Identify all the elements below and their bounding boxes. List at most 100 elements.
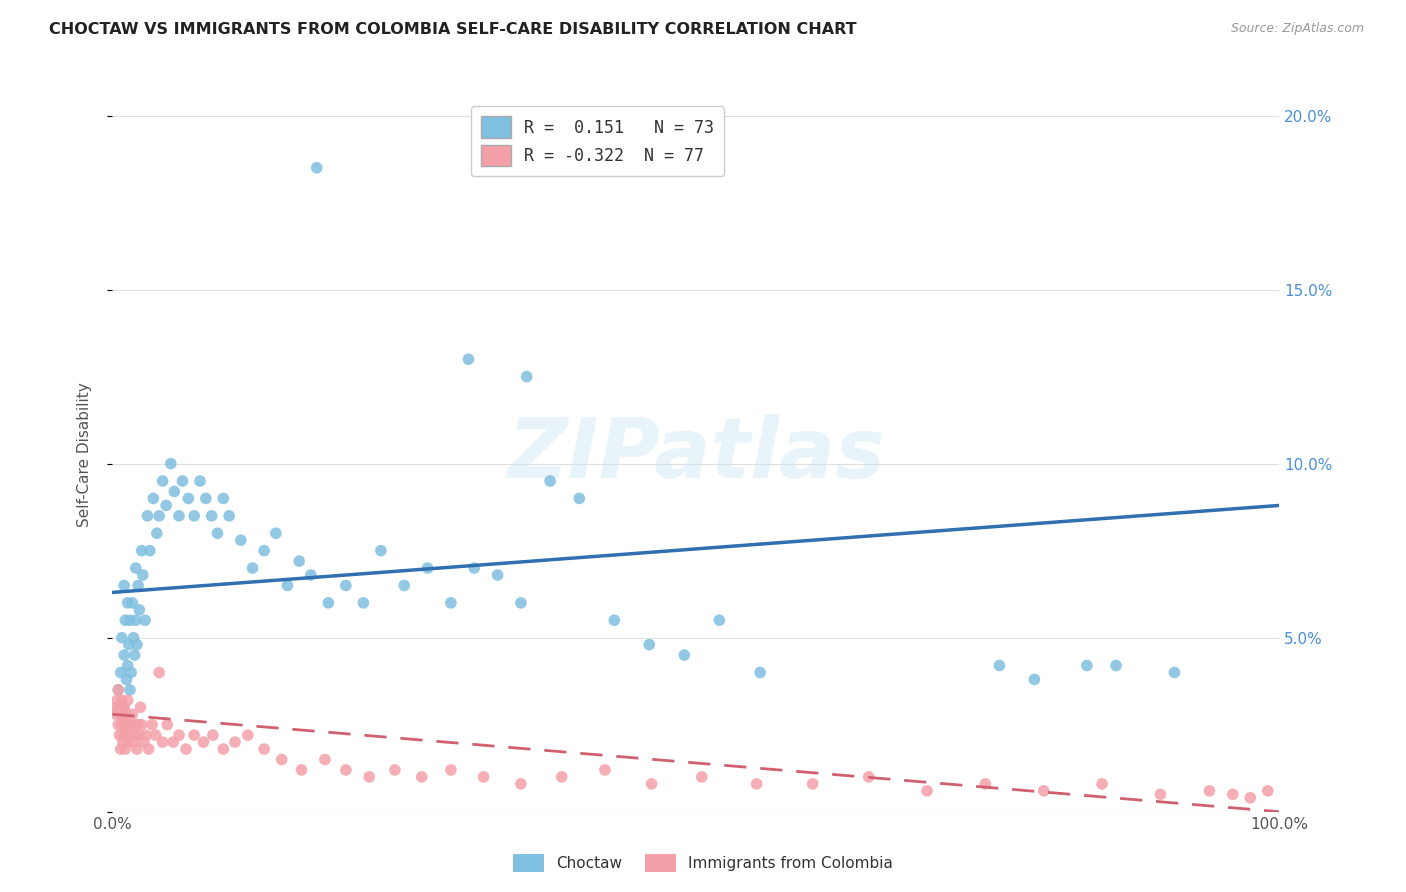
Point [107, 717, 129, 731]
Point [112, 648, 135, 662]
Point [1024, 673, 1046, 687]
Point [457, 352, 479, 367]
Point [335, 578, 357, 592]
Point [121, 707, 143, 722]
Point [974, 777, 997, 791]
Point [111, 717, 134, 731]
Point [155, 499, 177, 513]
Point [104, 707, 127, 722]
Point [115, 673, 138, 687]
Point [163, 484, 186, 499]
Point [111, 707, 134, 722]
Point [174, 742, 197, 756]
Point [745, 777, 768, 791]
Legend: Choctaw, Immigrants from Colombia: Choctaw, Immigrants from Colombia [506, 846, 900, 880]
Point [125, 638, 148, 652]
Point [988, 658, 1011, 673]
Point [122, 631, 145, 645]
Point [472, 770, 495, 784]
Point [290, 763, 312, 777]
Point [242, 561, 264, 575]
Point [486, 568, 509, 582]
Point [125, 742, 148, 756]
Point [201, 728, 224, 742]
Point [673, 648, 696, 662]
Point [111, 631, 134, 645]
Point [142, 491, 165, 506]
Point [359, 770, 381, 784]
Point [207, 526, 229, 541]
Point [128, 603, 150, 617]
Point [253, 742, 276, 756]
Point [288, 554, 311, 568]
Point [1105, 658, 1128, 673]
Point [1076, 658, 1098, 673]
Point [160, 457, 183, 471]
Point [440, 596, 463, 610]
Point [128, 728, 150, 742]
Point [148, 665, 170, 680]
Text: CHOCTAW VS IMMIGRANTS FROM COLOMBIA SELF-CARE DISABILITY CORRELATION CHART: CHOCTAW VS IMMIGRANTS FROM COLOMBIA SELF… [49, 22, 856, 37]
Point [124, 648, 146, 662]
Point [108, 700, 131, 714]
Point [136, 508, 159, 523]
Point [112, 700, 135, 714]
Point [117, 596, 139, 610]
Point [270, 752, 292, 766]
Point [162, 735, 184, 749]
Point [463, 561, 485, 575]
Point [1222, 787, 1244, 801]
Point [108, 728, 131, 742]
Point [107, 682, 129, 697]
Point [538, 474, 561, 488]
Point [156, 717, 179, 731]
Point [105, 693, 128, 707]
Point [139, 543, 162, 558]
Point [111, 693, 134, 707]
Point [509, 777, 531, 791]
Text: Source: ZipAtlas.com: Source: ZipAtlas.com [1230, 22, 1364, 36]
Legend: R =  0.151   N = 73, R = -0.322  N = 77: R = 0.151 N = 73, R = -0.322 N = 77 [471, 106, 724, 176]
Point [394, 578, 416, 592]
Point [183, 508, 205, 523]
Point [690, 770, 713, 784]
Point [1257, 784, 1279, 798]
Point [167, 508, 190, 523]
Point [276, 578, 298, 592]
Point [858, 770, 880, 784]
Point [177, 491, 200, 506]
Point [118, 638, 141, 652]
Point [568, 491, 591, 506]
Point [118, 613, 141, 627]
Point [416, 561, 439, 575]
Point [115, 728, 138, 742]
Point [118, 682, 141, 697]
Point [188, 474, 211, 488]
Point [145, 728, 167, 742]
Point [384, 763, 406, 777]
Point [132, 568, 155, 582]
Point [110, 707, 132, 722]
Point [148, 508, 170, 523]
Point [440, 763, 463, 777]
Point [709, 613, 731, 627]
Point [138, 742, 160, 756]
Point [118, 735, 141, 749]
Point [117, 693, 139, 707]
Point [141, 717, 163, 731]
Point [264, 526, 287, 541]
Point [167, 728, 190, 742]
Point [1163, 665, 1185, 680]
Point [749, 665, 772, 680]
Point [1091, 777, 1114, 791]
Point [212, 491, 235, 506]
Point [229, 533, 252, 548]
Point [212, 742, 235, 756]
Point [318, 596, 340, 610]
Point [114, 717, 136, 731]
Point [131, 717, 153, 731]
Point [125, 717, 148, 731]
Point [117, 658, 139, 673]
Point [193, 735, 215, 749]
Point [132, 735, 155, 749]
